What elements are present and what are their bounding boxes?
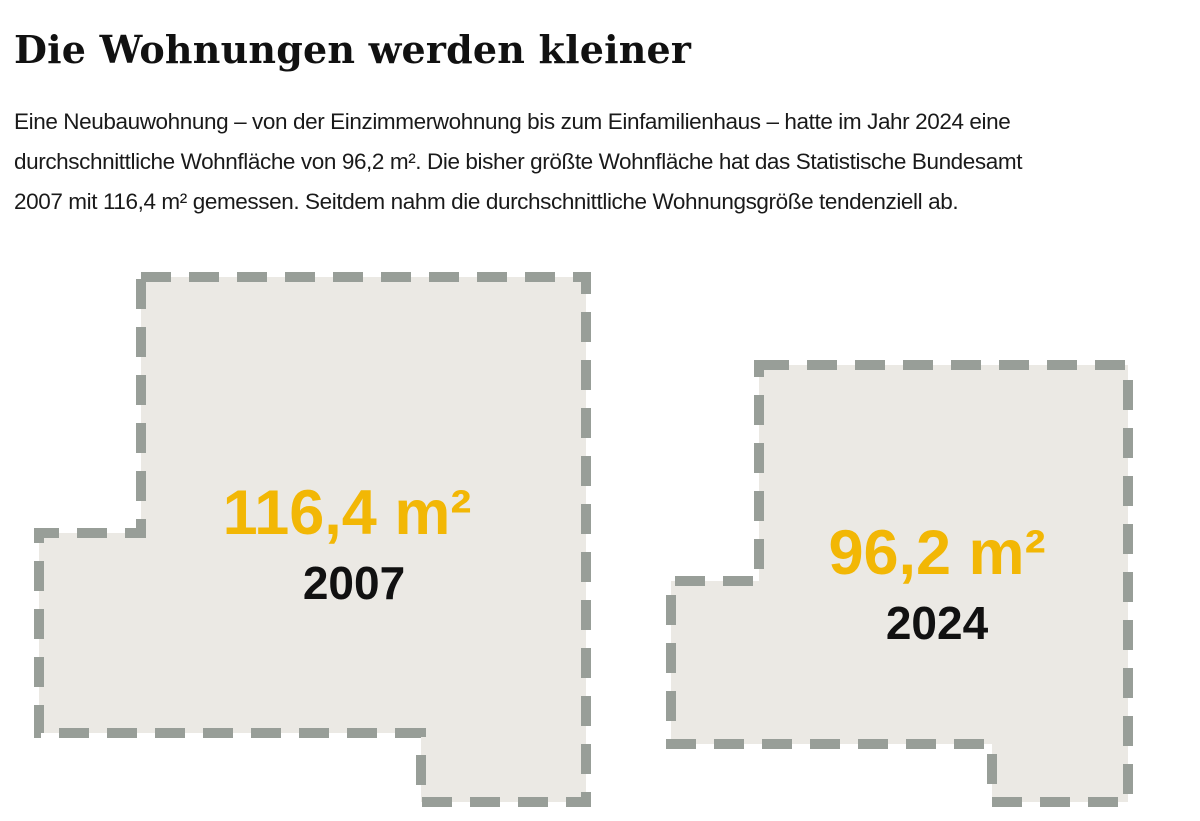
intro-line: durchschnittliche Wohnfläche von 96,2 m²… — [14, 149, 1023, 174]
floorplan-2007-area-label: 116,4 m² — [223, 478, 472, 548]
floorplan-2024-shape — [666, 360, 1133, 807]
floorplan-2007-shape — [34, 272, 591, 807]
floorplan-2007-year-label: 2007 — [303, 557, 405, 609]
floorplan-2024-year-label: 2024 — [886, 597, 989, 649]
floorplan-2007: 116,4 m² 2007 — [34, 272, 591, 807]
headline: Die Wohnungen werden kleiner — [14, 27, 692, 72]
floorplan-2024: 96,2 m² 2024 — [666, 360, 1133, 807]
intro-line: Eine Neubauwohnung – von der Einzimmerwo… — [14, 109, 1011, 134]
intro-text: Eine Neubauwohnung – von der Einzimmerwo… — [14, 102, 1194, 222]
intro-line: 2007 mit 116,4 m² gemessen. Seitdem nahm… — [14, 189, 959, 214]
floorplan-2024-area-label: 96,2 m² — [828, 518, 1045, 588]
